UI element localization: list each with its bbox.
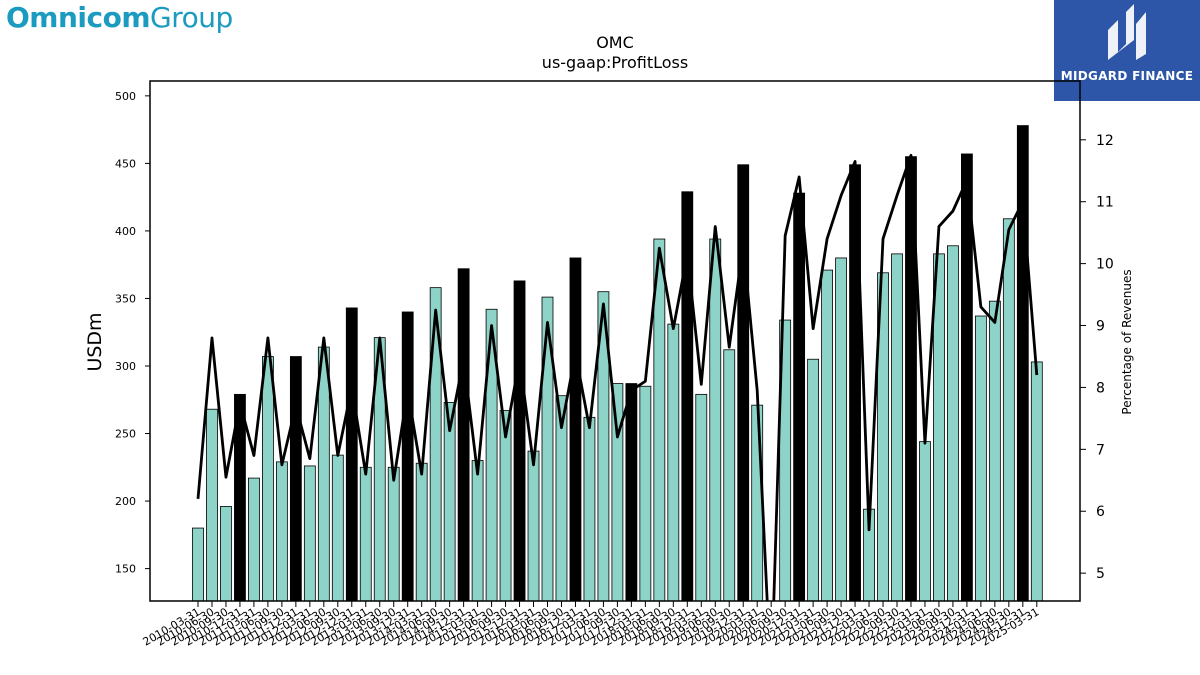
quarterly-bar [947,245,959,601]
quarterly-bar [835,257,847,601]
quarterly-bar [653,238,666,601]
quarterly-bar [527,450,540,601]
y-tick-label: 500 [115,90,136,103]
quarterly-bar [821,269,833,601]
quarterly-bar [639,385,652,601]
y-tick-label: 300 [115,360,136,373]
plot-frame [149,80,1081,602]
annual-bar [234,393,246,601]
annual-bar [289,356,302,601]
y-tick-label: 150 [115,563,136,576]
y-axis-ticks: 150 200 250 300 350 400 450 500 [115,90,150,576]
quarterly-bar [667,323,680,601]
y-axis-label: USDm [84,312,106,371]
quarterly-bar [541,296,554,601]
company-logo-light: Group [150,1,233,34]
y2-tick-label: 12 [1096,133,1114,149]
x-axis-ticks: 2010-03-312010-06-302010-09-302010-12-31… [141,601,1041,649]
chart-title: OMC [596,33,634,52]
quarterly-bar [499,410,512,601]
annual-bar [513,280,526,601]
quarterly-bar [192,527,204,601]
quarterly-bar [583,416,596,601]
quarterly-bar [695,393,708,601]
company-logo-bold: Omnicom [6,1,151,34]
quarterly-bar [485,308,498,601]
annual-bar [345,307,358,601]
quarterly-bar [555,395,568,601]
y2-tick-label: 11 [1096,195,1114,211]
quarterly-bar [807,358,820,601]
midgard-logo-icon [1108,4,1146,60]
quarterly-bar [974,315,987,601]
y2-tick-label: 7 [1096,442,1105,458]
quarterly-bar [387,466,400,601]
quarterly-bar [275,461,288,601]
annual-bar [569,257,582,601]
quarterly-bar [303,465,316,601]
y-tick-label: 350 [115,292,136,305]
annual-bar [625,383,638,601]
annual-bar [401,311,414,601]
quarterly-bar [779,319,792,601]
quarterly-bar [933,253,945,601]
y-tick-label: 400 [115,225,136,238]
quarterly-bar [206,408,218,601]
y2-axis-ticks: 5 6 7 8 9 10 11 12 [1080,133,1114,582]
bar-series [192,125,1043,601]
quarterly-bar [443,402,456,601]
quarterly-bar [248,477,260,601]
quarterly-bar [1030,361,1043,601]
brand-badge-label: MIDGARD FINANCE [1060,69,1194,83]
annual-bar [793,192,806,601]
quarterly-bar [415,462,428,601]
y-tick-label: 200 [115,495,136,508]
quarterly-bar [261,356,274,601]
annual-bar [1016,125,1029,601]
y-tick-label: 250 [115,428,136,441]
y2-tick-label: 8 [1096,380,1105,396]
ratio-line-series [196,153,1039,601]
quarterly-bar [611,383,624,601]
quarterly-bar [429,287,442,601]
quarterly-bar [919,441,931,601]
y2-axis-label: Percentage of Revenues [1120,269,1134,414]
annual-bar [961,153,973,601]
quarterly-bar [709,238,722,601]
annual-bar [681,191,694,601]
quarterly-bar [471,460,484,601]
chart-subtitle: us-gaap:ProfitLoss [542,53,688,72]
company-logo: OmnicomGroup [6,0,233,36]
annual-bar [737,164,750,601]
quarterly-bar [877,272,889,601]
quarterly-bar [597,291,610,601]
quarterly-bar [891,253,903,601]
quarterly-bar [317,346,330,601]
quarterly-bar [331,454,344,601]
y2-tick-label: 10 [1096,257,1114,273]
y-tick-label: 450 [115,157,136,170]
ratio-line [196,153,1039,601]
quarterly-bar [359,466,372,601]
quarterly-bar [751,404,764,601]
quarterly-bar [1002,218,1015,601]
brand-badge: MIDGARD FINANCE [1054,0,1200,101]
y2-tick-label: 5 [1096,566,1105,582]
y2-tick-label: 9 [1096,319,1105,335]
quarterly-bar [220,506,232,601]
quarterly-bar [988,300,1001,601]
quarterly-bar [723,349,736,601]
y2-tick-label: 6 [1096,504,1105,520]
annual-bar [457,268,470,601]
